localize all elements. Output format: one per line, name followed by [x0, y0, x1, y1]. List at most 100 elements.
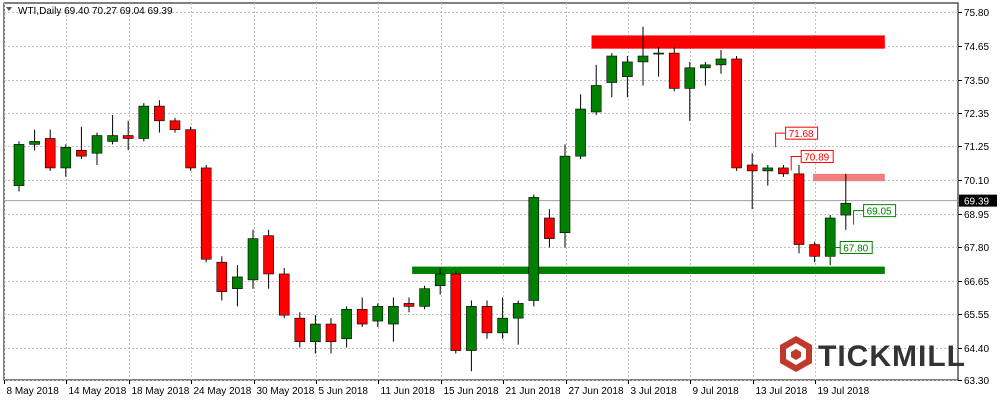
- candle: [232, 265, 243, 307]
- candle: [325, 318, 337, 354]
- annotation-label: 70.89: [804, 152, 829, 163]
- candle-body: [778, 167, 789, 175]
- candle-body: [762, 167, 774, 172]
- candle-body: [512, 303, 524, 319]
- x-tick-label: 27 Jun 2018: [569, 386, 624, 397]
- x-tick-label: 18 May 2018: [132, 386, 190, 397]
- candle-body: [154, 105, 165, 122]
- candle-body: [544, 217, 555, 239]
- candle-body: [341, 309, 352, 340]
- candle: [372, 303, 384, 327]
- candle: [840, 173, 852, 230]
- candle-body: [466, 306, 477, 351]
- annotation-box: [800, 149, 834, 163]
- candle-body: [216, 261, 228, 292]
- candle-body: [434, 273, 446, 287]
- tickmill-hexagon-icon: [780, 336, 812, 372]
- candle: [668, 47, 680, 92]
- candle: [746, 153, 758, 210]
- y-tick-label: 64.40: [964, 344, 989, 355]
- candle-body: [169, 120, 181, 130]
- candle-body: [606, 55, 618, 83]
- candle-body: [107, 135, 118, 142]
- x-tick-label: 24 May 2018: [194, 386, 252, 397]
- candle: [278, 268, 290, 319]
- candle-body: [668, 52, 680, 89]
- candle: [434, 268, 446, 295]
- x-tick-label: 15 Jun 2018: [444, 386, 499, 397]
- candle-body: [278, 273, 290, 316]
- y-tick-label: 74.65: [964, 42, 989, 53]
- annotation: 70.89: [790, 149, 834, 171]
- candle: [263, 229, 274, 289]
- y-tick-label: 71.25: [964, 142, 989, 153]
- x-tick-label: 9 Jul 2018: [693, 386, 740, 397]
- candle-body: [76, 149, 87, 157]
- zone-support: [412, 266, 885, 274]
- annotation-box: [839, 240, 873, 254]
- y-tick-label: 63.30: [964, 376, 989, 387]
- x-tick-label: 5 Jun 2018: [319, 386, 369, 397]
- candle-body: [372, 306, 384, 322]
- candle-body: [356, 309, 368, 325]
- current-price-tag: 69.39: [959, 194, 997, 208]
- x-tick-label: 14 May 2018: [69, 386, 127, 397]
- x-tick-label: 30 May 2018: [257, 386, 315, 397]
- x-tick-label: 13 Jul 2018: [756, 386, 808, 397]
- candle: [154, 100, 165, 133]
- current-price-label: 69.39: [964, 197, 989, 208]
- candle: [715, 50, 727, 74]
- candle: [29, 129, 40, 151]
- candle: [559, 144, 571, 248]
- zone-resistance: [591, 35, 885, 49]
- annotation-box: [785, 126, 819, 140]
- price-annotations: 71.68 70.89 69.05 67.80: [775, 126, 897, 262]
- candle: [637, 26, 649, 86]
- annotation-connector: [853, 210, 864, 225]
- candle: [76, 126, 87, 160]
- annotation-box: [863, 204, 897, 218]
- candle: [403, 297, 415, 313]
- candle: [466, 300, 477, 372]
- candle-body: [91, 135, 103, 154]
- x-tick-label: 21 Jun 2018: [506, 386, 561, 397]
- candle-body: [29, 141, 40, 145]
- candle: [107, 114, 118, 145]
- candle: [606, 53, 618, 98]
- candle: [793, 164, 805, 254]
- x-tick-label: 11 Jun 2018: [381, 386, 436, 397]
- candle: [138, 103, 150, 142]
- candle: [544, 209, 555, 248]
- candle: [481, 300, 493, 339]
- candle-body: [263, 235, 274, 275]
- candle: [294, 312, 306, 348]
- candle-body: [637, 55, 649, 63]
- candle-body: [247, 238, 259, 281]
- candle: [122, 120, 134, 151]
- x-tick-label: 3 Jul 2018: [631, 386, 678, 397]
- candles: [13, 26, 852, 372]
- candle: [13, 141, 25, 192]
- candle-body: [13, 144, 25, 186]
- y-tick-label: 67.80: [964, 243, 989, 254]
- candle-body: [450, 273, 462, 351]
- candle-body: [715, 58, 727, 66]
- y-tick-label: 65.55: [964, 310, 989, 321]
- candle-body: [325, 323, 337, 343]
- candle: [700, 61, 711, 86]
- y-tick-label: 70.10: [964, 176, 989, 187]
- y-axis: 75.80 74.65 73.50 72.35 71.25 70.10 68.95 67.80…: [958, 8, 997, 387]
- candle-body: [746, 164, 758, 172]
- candle: [388, 297, 399, 342]
- symbol-header: WTI,Daily 69.40 70.27 69.04 69.39: [18, 6, 173, 17]
- candle: [575, 94, 586, 160]
- brand-name: TICKMILL: [818, 340, 966, 373]
- candle: [622, 56, 633, 98]
- annotation-label: 69.05: [867, 207, 892, 218]
- y-tick-label: 73.50: [964, 76, 989, 87]
- candle: [185, 126, 196, 171]
- candle: [684, 61, 696, 121]
